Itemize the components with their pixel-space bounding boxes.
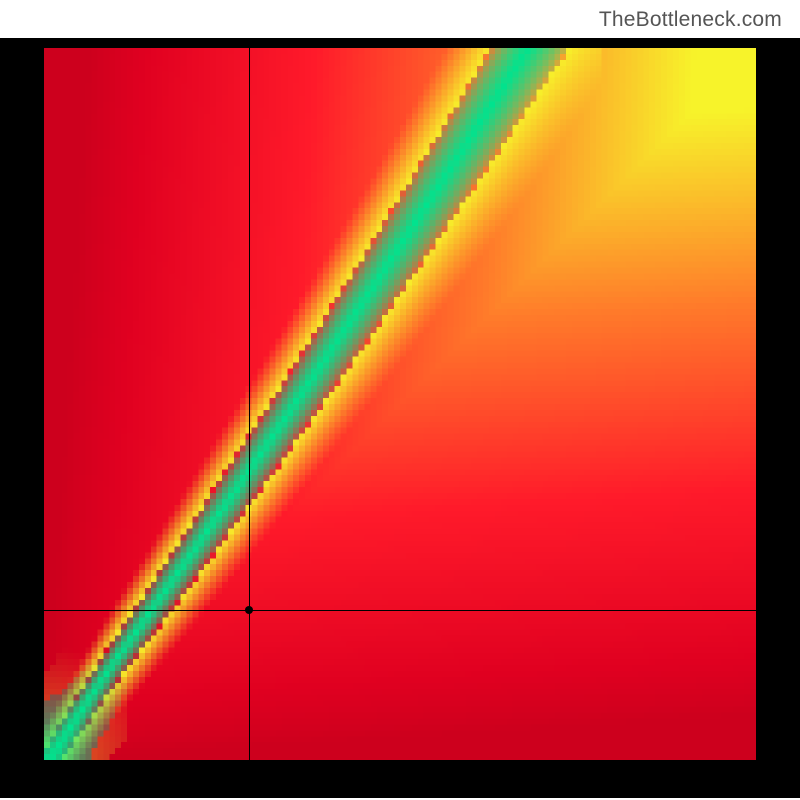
crosshair-horizontal — [44, 610, 756, 611]
marker-dot — [245, 606, 253, 614]
chart-container: TheBottleneck.com — [0, 0, 800, 800]
watermark-text: TheBottleneck.com — [599, 8, 782, 32]
plot-area — [44, 48, 756, 760]
crosshair-vertical — [249, 48, 250, 760]
heatmap-canvas — [44, 48, 756, 760]
plot-black-frame — [0, 38, 800, 798]
